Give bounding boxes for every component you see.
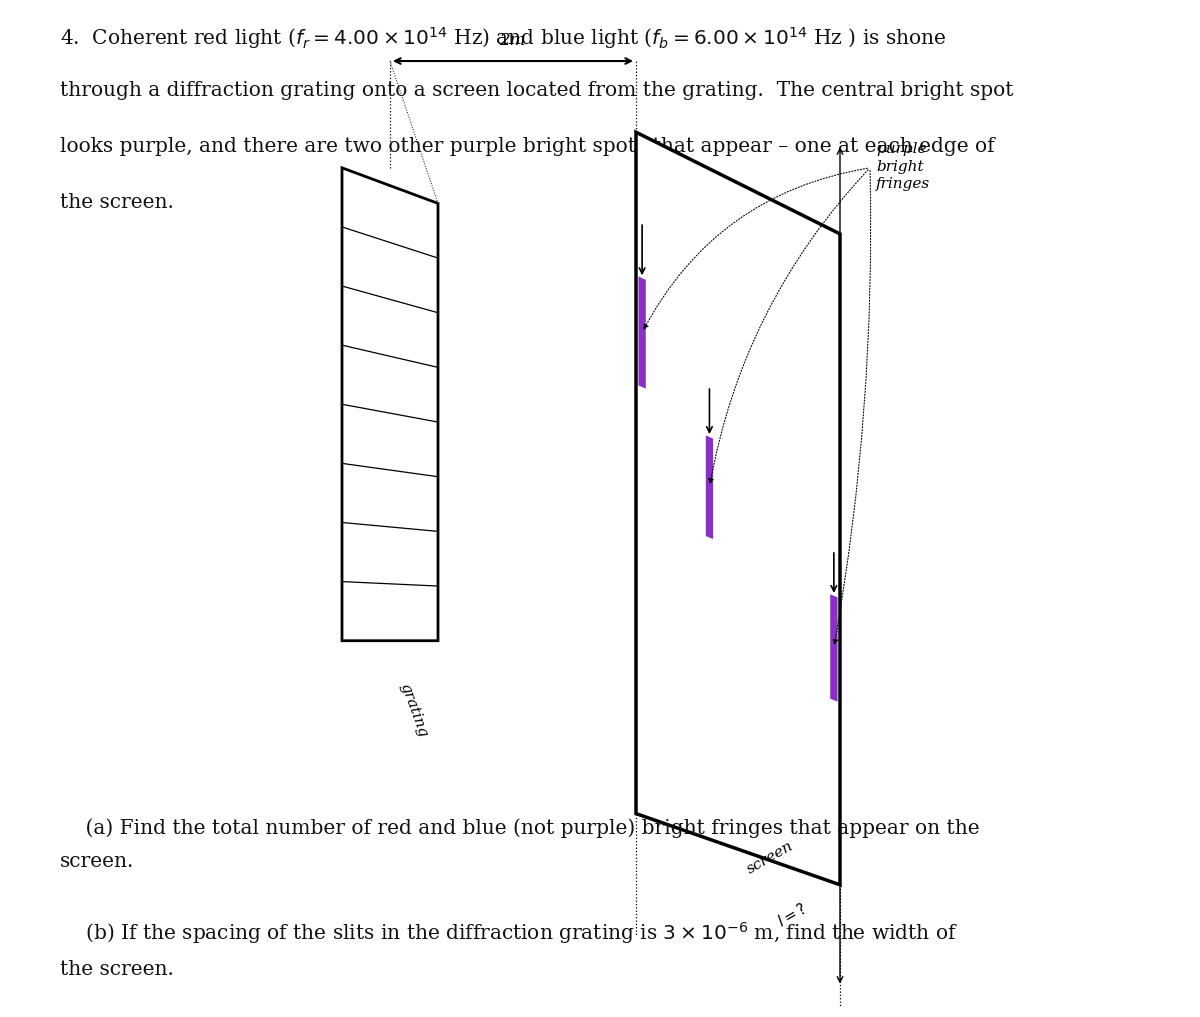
- Text: purple
bright
fringes: purple bright fringes: [876, 142, 930, 191]
- Polygon shape: [636, 132, 840, 885]
- Text: $l = ?$: $l = ?$: [774, 900, 810, 930]
- Text: 2m: 2m: [499, 32, 526, 49]
- Text: the screen.: the screen.: [60, 193, 174, 213]
- Polygon shape: [638, 277, 646, 388]
- Polygon shape: [706, 435, 713, 539]
- Text: grating: grating: [397, 681, 431, 739]
- Text: (b) If the spacing of the slits in the diffraction grating is $3 \times 10^{-6}$: (b) If the spacing of the slits in the d…: [60, 920, 958, 978]
- Text: 4.  Coherent red light ($f_r = 4.00 \times 10^{14}$ Hz) and blue light ($f_b = 6: 4. Coherent red light ($f_r = 4.00 \time…: [60, 25, 947, 51]
- Polygon shape: [830, 594, 838, 702]
- Text: screen: screen: [744, 839, 796, 877]
- Text: through a diffraction grating onto a screen located from the grating.  The centr: through a diffraction grating onto a scr…: [60, 81, 1014, 101]
- Text: (a) Find the total number of red and blue (not purple) bright fringes that appea: (a) Find the total number of red and blu…: [60, 819, 979, 871]
- Text: looks purple, and there are two other purple bright spots that appear – one at e: looks purple, and there are two other pu…: [60, 137, 995, 157]
- Polygon shape: [342, 168, 438, 641]
